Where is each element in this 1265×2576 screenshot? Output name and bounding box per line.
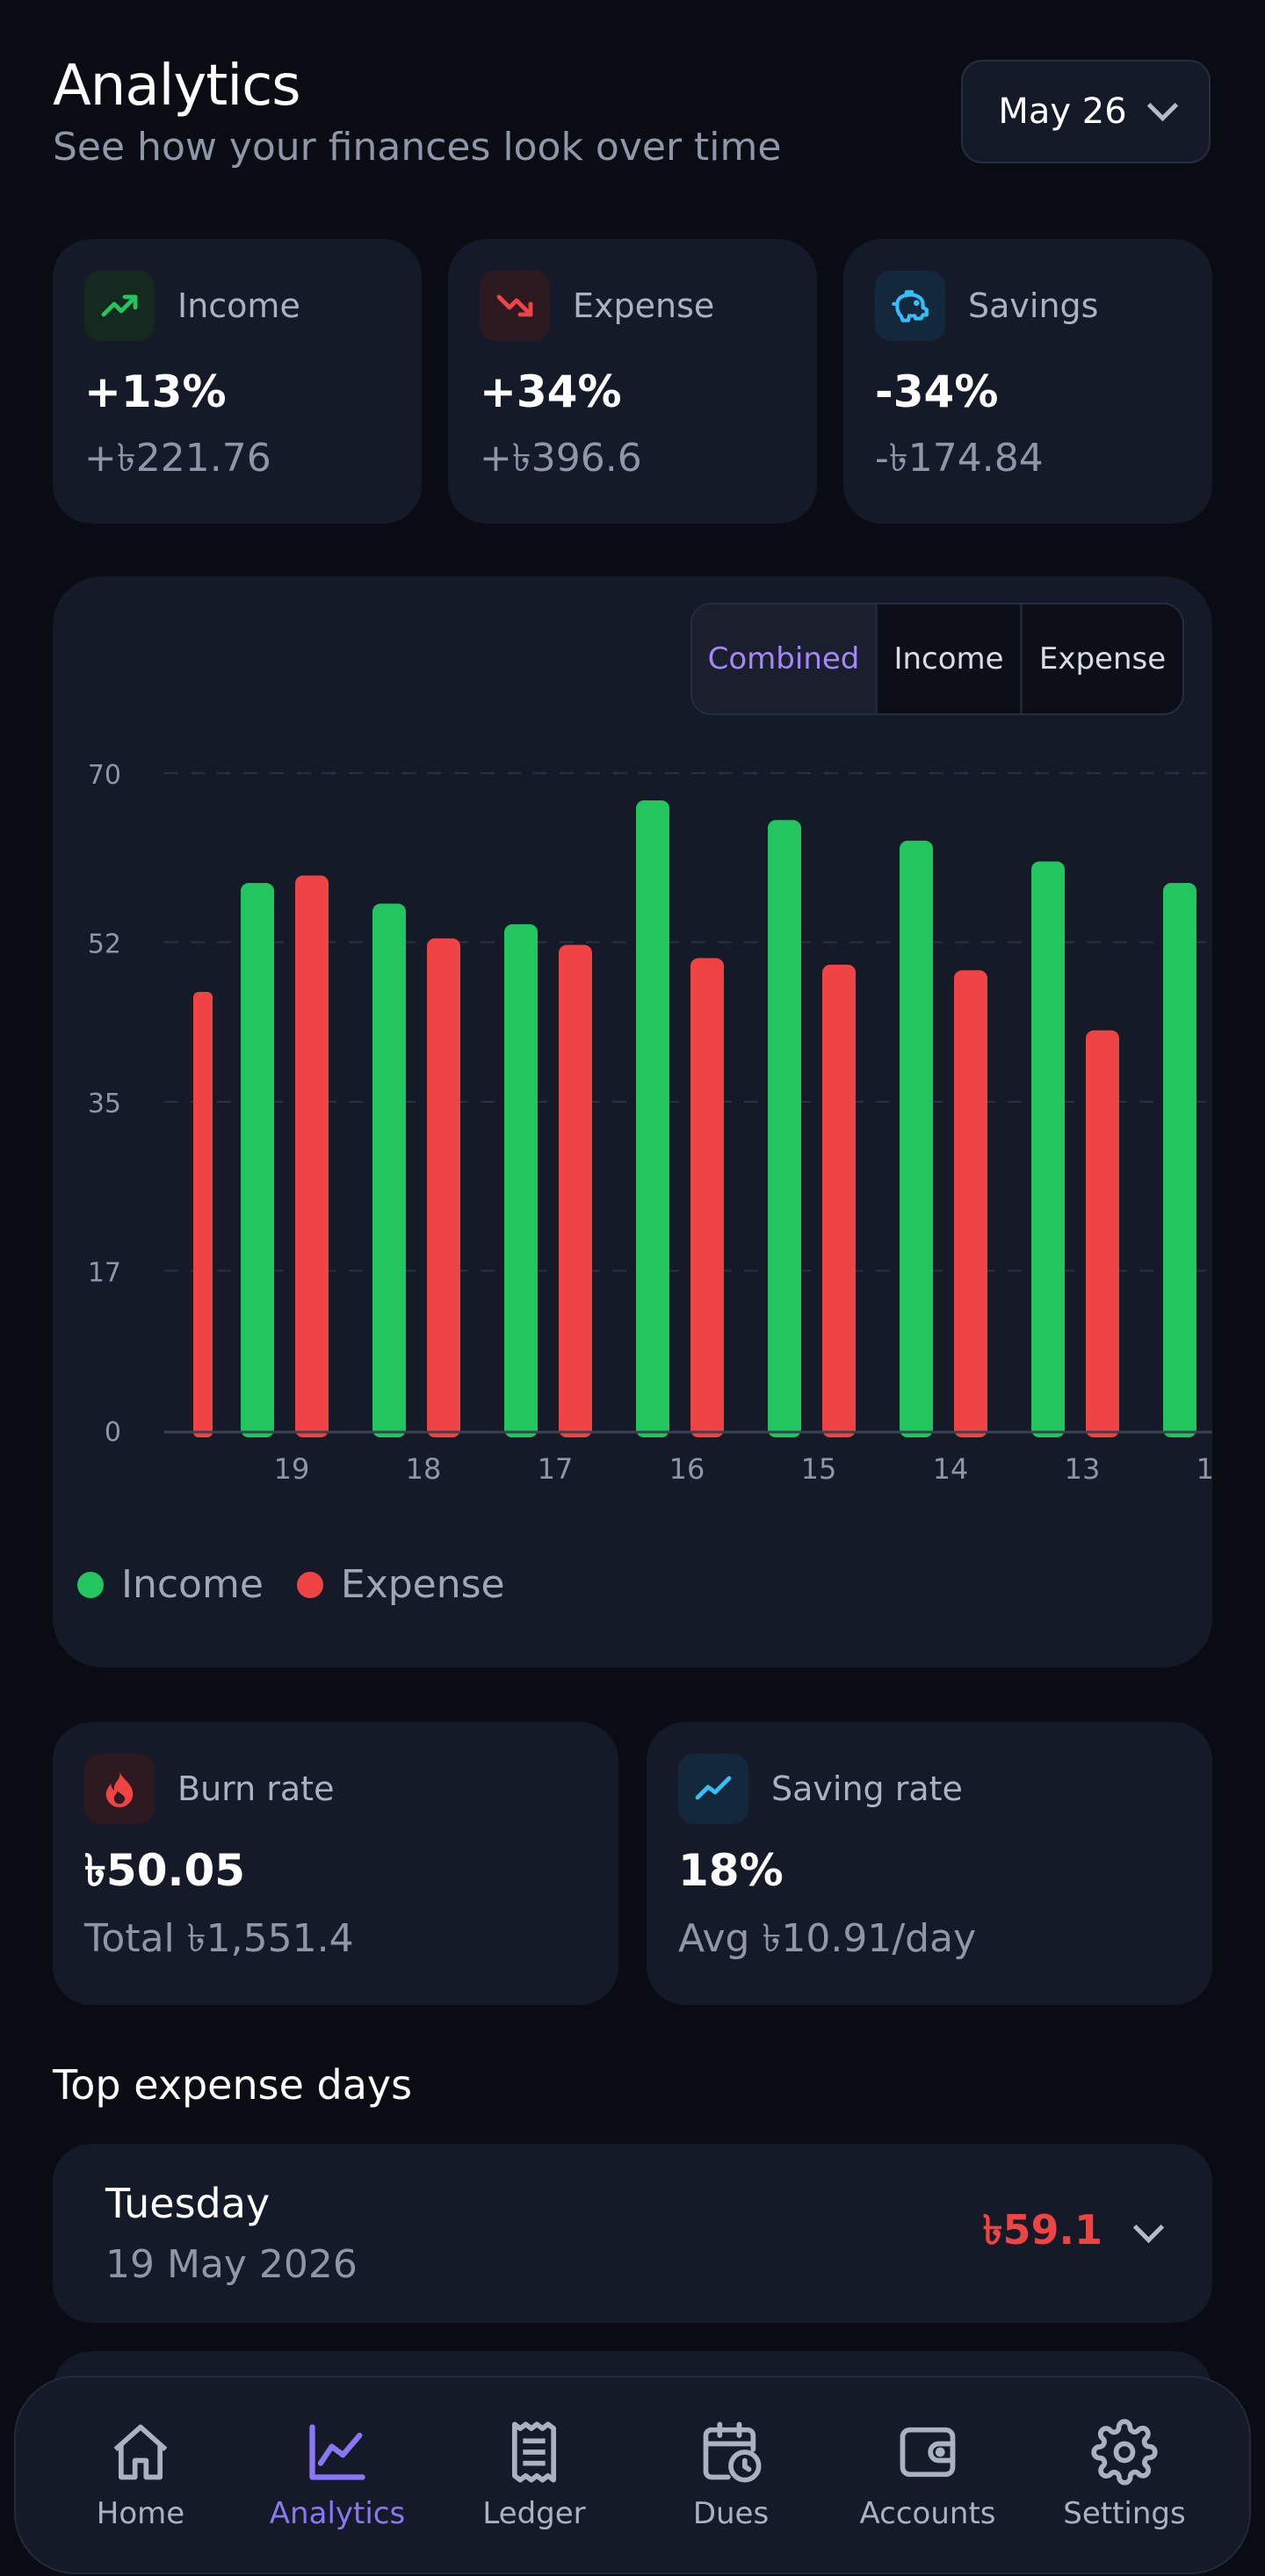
x-tick-label: 14 (933, 1452, 969, 1486)
page-title: Analytics (53, 54, 301, 119)
tab-expense[interactable]: Expense (1020, 604, 1182, 713)
y-tick-label: 52 (88, 929, 121, 959)
income-legend-label: Income (121, 1562, 264, 1607)
y-tick-label: 70 (88, 760, 121, 791)
income-stat-card[interactable]: Income +13% +৳221.76 (53, 239, 422, 524)
expense-stat-percent: +34% (480, 366, 622, 417)
nav-dues[interactable]: Dues (643, 2419, 819, 2531)
nav-ledger[interactable]: Ledger (446, 2419, 622, 2531)
expense-stat-card[interactable]: Expense +34% +৳396.6 (448, 239, 817, 524)
bar[interactable] (822, 964, 856, 1437)
bar[interactable] (1163, 883, 1196, 1437)
expense-day-row[interactable]: Tuesday 19 May 2026 ৳59.1 (53, 2144, 1212, 2323)
expense-legend-label: Expense (340, 1562, 505, 1607)
savings-stat-percent: -34% (875, 366, 999, 417)
bottom-navigation: Home Analytics Ledger Dues Accounts Sett… (14, 2376, 1251, 2574)
burn-rate-value: ৳50.05 (84, 1845, 246, 1896)
nav-settings-label: Settings (1063, 2496, 1186, 2531)
nav-dues-label: Dues (692, 2496, 770, 2531)
chart-line-icon (678, 1754, 748, 1824)
income-stat-amount: +৳221.76 (84, 436, 271, 481)
burn-rate-label: Burn rate (177, 1769, 335, 1808)
x-tick-label: 12 (1196, 1452, 1212, 1486)
bar[interactable] (427, 938, 460, 1437)
nav-accounts[interactable]: Accounts (840, 2419, 1016, 2531)
bar[interactable] (295, 875, 329, 1437)
burn-rate-total: Total ৳1,551.4 (84, 1916, 354, 1961)
x-tick-label: 16 (669, 1452, 705, 1486)
x-tick-label: 17 (538, 1452, 574, 1486)
expense-day-name: Tuesday (105, 2180, 271, 2227)
chevron-down-icon (1146, 90, 1178, 121)
nav-ledger-label: Ledger (482, 2496, 586, 2531)
top-expense-days-title: Top expense days (53, 2061, 413, 2109)
analytics-icon (309, 2424, 365, 2480)
nav-accounts-label: Accounts (859, 2496, 996, 2531)
tab-combined[interactable]: Combined (692, 604, 875, 713)
burn-rate-card[interactable]: Burn rate ৳50.05 Total ৳1,551.4 (53, 1722, 618, 2005)
settings-gear-icon (1091, 2419, 1158, 2486)
chevron-down-icon[interactable] (1132, 2211, 1165, 2243)
bar[interactable] (636, 800, 669, 1437)
bar-chart: 0 17 35 52 70 19 18 17 16 15 14 13 12 (88, 760, 1212, 1486)
expense-stat-amount: +৳396.6 (480, 436, 642, 481)
savings-stat-amount: -৳174.84 (875, 436, 1044, 481)
saving-rate-average: Avg ৳10.91/day (678, 1916, 977, 1961)
bar[interactable] (954, 970, 987, 1437)
expense-day-amount: ৳59.1 (982, 2206, 1102, 2254)
expense-day-date: 19 May 2026 (105, 2242, 358, 2287)
trending-up-icon (84, 271, 155, 341)
bar[interactable] (690, 958, 724, 1437)
chart-legend: Income Expense (77, 1562, 505, 1607)
month-selector[interactable]: May 26 (961, 60, 1211, 163)
nav-home[interactable]: Home (53, 2419, 228, 2531)
page-header: Analytics See how your finances look ove… (53, 51, 781, 174)
nav-settings[interactable]: Settings (1037, 2419, 1212, 2531)
income-legend-dot (77, 1571, 104, 1598)
bar[interactable] (1086, 1030, 1119, 1437)
wallet-icon (900, 2427, 956, 2478)
page-subtitle: See how your finances look over time (53, 125, 782, 170)
nav-analytics-label: Analytics (269, 2496, 406, 2531)
bar[interactable] (768, 820, 801, 1437)
tab-income[interactable]: Income (875, 604, 1020, 713)
x-tick-label: 18 (406, 1452, 442, 1486)
nav-home-label: Home (96, 2496, 185, 2531)
expense-legend-dot (296, 1571, 323, 1598)
x-tick-label: 19 (274, 1452, 310, 1486)
x-tick-label: 13 (1065, 1452, 1101, 1486)
trending-down-icon (480, 271, 550, 341)
bar[interactable] (372, 903, 406, 1437)
saving-rate-label: Saving rate (771, 1769, 963, 1808)
chart-card: Combined Income Expense 0 17 35 52 70 19 18 17 1… (53, 576, 1212, 1668)
income-stat-label: Income (177, 286, 300, 325)
bar[interactable] (193, 991, 213, 1437)
flame-icon (84, 1754, 155, 1824)
y-tick-label: 17 (88, 1257, 121, 1288)
savings-stat-card[interactable]: Savings -34% -৳174.84 (843, 239, 1212, 524)
x-tick-label: 15 (801, 1452, 837, 1486)
expense-stat-label: Expense (573, 286, 715, 325)
saving-rate-value: 18% (678, 1845, 784, 1896)
home-icon (113, 2424, 168, 2480)
bar[interactable] (559, 944, 592, 1437)
bar[interactable] (241, 883, 274, 1437)
calendar-clock-icon (703, 2421, 762, 2483)
saving-rate-card[interactable]: Saving rate 18% Avg ৳10.91/day (647, 1722, 1212, 2005)
receipt-icon (511, 2421, 557, 2483)
piggy-bank-icon (875, 271, 945, 341)
y-tick-label: 35 (88, 1089, 121, 1119)
income-stat-percent: +13% (84, 366, 227, 417)
month-selector-label: May 26 (998, 91, 1127, 132)
nav-analytics[interactable]: Analytics (249, 2419, 425, 2531)
y-tick-label: 0 (105, 1417, 121, 1448)
bar[interactable] (1031, 861, 1065, 1437)
chart-mode-toggle[interactable]: Combined Income Expense (690, 603, 1184, 715)
bar[interactable] (900, 840, 933, 1437)
bar[interactable] (504, 924, 538, 1437)
savings-stat-label: Savings (968, 286, 1099, 325)
